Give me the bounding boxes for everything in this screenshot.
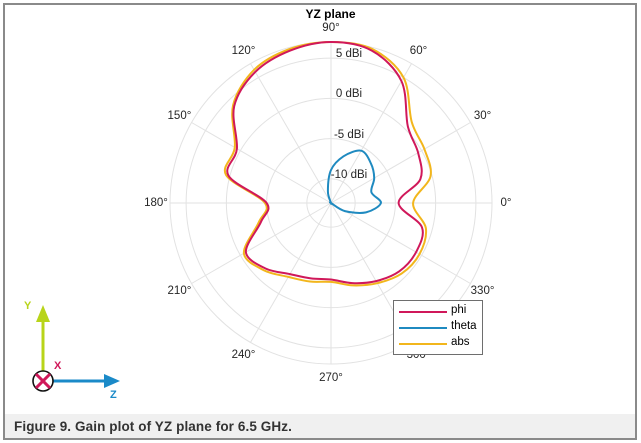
legend-item-abs: abs	[398, 336, 480, 351]
radial-label: -5 dBi	[333, 128, 365, 141]
chart-title: YZ plane	[305, 7, 356, 21]
figure-frame	[3, 3, 637, 440]
radial-label: 0 dBi	[335, 88, 363, 101]
legend-item-phi: phi	[398, 304, 480, 319]
curve-theta	[326, 149, 382, 214]
angle-label-0: 0°	[500, 197, 512, 209]
y-arrowhead-icon	[36, 305, 50, 322]
curve-phi	[226, 40, 424, 285]
polar-grid	[169, 41, 493, 365]
radial-label: -10 dBi	[330, 168, 368, 181]
legend-line-theta	[399, 327, 447, 329]
angle-label-150: 150°	[167, 109, 192, 122]
angle-label-330: 330°	[470, 284, 495, 297]
legend-item-theta: theta	[398, 320, 480, 335]
legend-label-phi: phi	[451, 304, 467, 316]
legend-label-theta: theta	[451, 320, 477, 332]
angle-label-210: 210°	[167, 284, 192, 297]
angle-label-240: 240°	[231, 348, 256, 361]
legend-label-abs: abs	[451, 336, 470, 348]
figure-caption: Figure 9. Gain plot of YZ plane for 6.5 …	[14, 419, 292, 434]
radial-label: 5 dBi	[335, 48, 363, 61]
y-axis-label: Y	[24, 300, 32, 312]
polar-curves	[223, 40, 432, 287]
z-arrowhead-icon	[104, 374, 120, 388]
curve-abs	[223, 40, 432, 287]
angle-label-120: 120°	[231, 45, 256, 58]
angle-label-30: 30°	[473, 109, 492, 122]
x-axis-label: X	[54, 360, 62, 372]
legend-line-phi	[399, 311, 447, 313]
angle-label-60: 60°	[409, 45, 428, 58]
angle-label-180: 180°	[144, 197, 168, 209]
legend: phi theta abs	[393, 300, 483, 355]
angle-label-90: 90°	[322, 22, 340, 34]
angle-label-270: 270°	[319, 372, 343, 384]
z-axis-label: Z	[110, 389, 117, 401]
legend-line-abs	[399, 343, 447, 345]
caption-bar: Figure 9. Gain plot of YZ plane for 6.5 …	[5, 414, 635, 438]
